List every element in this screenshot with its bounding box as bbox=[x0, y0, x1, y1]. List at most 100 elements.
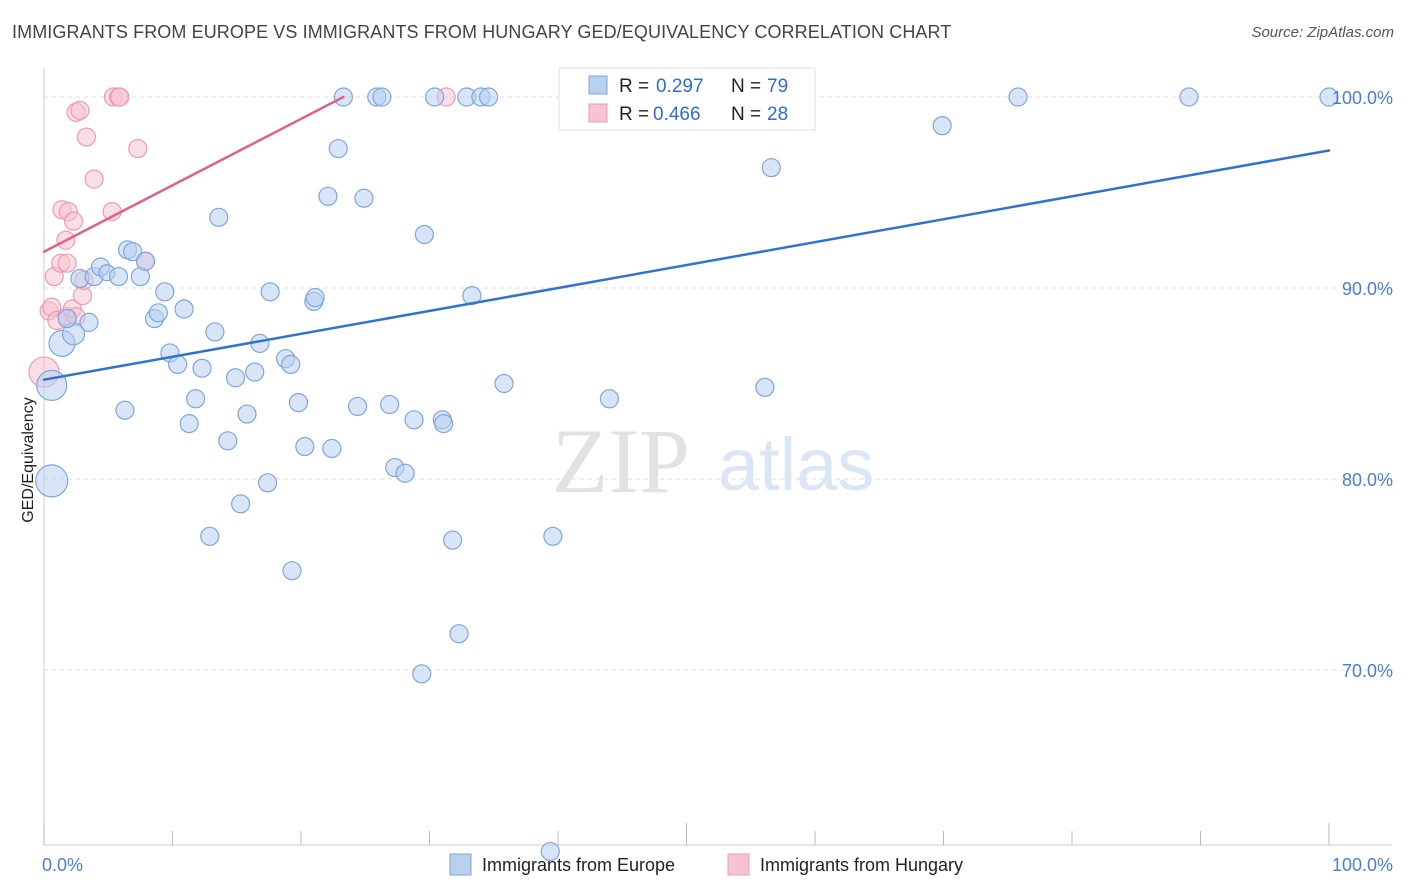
legend-europe-r-value: 0.297 bbox=[656, 76, 704, 97]
y-axis-title: GED/Equivalency bbox=[20, 397, 37, 522]
point-europe-18 bbox=[155, 282, 175, 302]
point-hungary-24 bbox=[128, 138, 148, 159]
y-tick-label-0: 100.0% bbox=[1332, 88, 1393, 108]
point-europe-50 bbox=[372, 87, 392, 107]
point-europe-10 bbox=[108, 266, 129, 287]
trend-line-europe bbox=[42, 149, 1331, 381]
point-europe-51 bbox=[380, 394, 400, 415]
legend-hungary-n-label: N = bbox=[731, 104, 761, 125]
legend-swatch-hungary bbox=[588, 103, 608, 123]
bottom-legend: Immigrants from Europe Immigrants from H… bbox=[449, 853, 963, 876]
bottom-legend-europe: Immigrants from Europe bbox=[482, 855, 675, 875]
axes bbox=[43, 68, 1392, 846]
point-europe-56 bbox=[414, 224, 434, 245]
legend-europe-r-label: R = bbox=[619, 76, 649, 97]
point-europe-47 bbox=[347, 396, 368, 417]
point-europe-22 bbox=[179, 414, 199, 434]
point-europe-48 bbox=[354, 188, 374, 208]
point-europe-53 bbox=[395, 463, 415, 483]
chart-title: IMMIGRANTS FROM EUROPE VS IMMIGRANTS FRO… bbox=[12, 22, 952, 42]
point-europe-66 bbox=[494, 373, 514, 394]
y-tick-label-1: 90.0% bbox=[1342, 279, 1393, 299]
y-tick-label-2: 80.0% bbox=[1342, 470, 1393, 490]
point-europe-5 bbox=[79, 312, 99, 332]
point-hungary-18 bbox=[76, 127, 97, 147]
point-europe-71 bbox=[755, 377, 775, 397]
point-europe-44 bbox=[318, 186, 338, 206]
legend-europe-n-label: N = bbox=[731, 76, 761, 97]
point-europe-74 bbox=[1008, 87, 1028, 107]
point-europe-68 bbox=[540, 841, 560, 862]
point-europe-15 bbox=[135, 251, 156, 271]
point-hungary-8 bbox=[57, 253, 77, 273]
legend-swatch-europe bbox=[588, 75, 608, 95]
chart-source: Source: ZipAtlas.com bbox=[1251, 24, 1394, 41]
point-europe-29 bbox=[225, 368, 246, 388]
point-hungary-23 bbox=[110, 87, 130, 107]
point-europe-65 bbox=[479, 87, 499, 107]
point-europe-24 bbox=[192, 358, 212, 378]
point-hungary-11 bbox=[63, 211, 84, 231]
legend-hungary-n-value: 28 bbox=[767, 104, 788, 125]
point-europe-43 bbox=[322, 438, 342, 459]
series-hungary-points bbox=[28, 87, 456, 388]
point-europe-31 bbox=[237, 404, 257, 424]
point-hungary-15 bbox=[70, 100, 90, 120]
bottom-legend-hungary: Immigrants from Hungary bbox=[760, 855, 963, 875]
point-europe-61 bbox=[449, 624, 469, 644]
trend-lines bbox=[42, 95, 1331, 381]
point-europe-76 bbox=[1319, 87, 1339, 107]
point-europe-32 bbox=[245, 362, 265, 382]
grid-lines bbox=[44, 96, 1390, 671]
point-europe-40 bbox=[295, 436, 315, 457]
point-europe-73 bbox=[932, 116, 952, 136]
watermark-atlas: atlas bbox=[718, 423, 874, 506]
point-europe-55 bbox=[412, 664, 432, 684]
watermark-zip: ZIP bbox=[552, 410, 690, 512]
bottom-legend-swatch-europe bbox=[449, 853, 472, 876]
point-europe-23 bbox=[186, 389, 206, 409]
point-europe-28 bbox=[218, 431, 238, 451]
point-europe-0 bbox=[36, 369, 68, 402]
legend-europe-n-value: 79 bbox=[767, 76, 788, 97]
series-europe-points bbox=[35, 87, 1339, 862]
point-europe-13 bbox=[123, 242, 143, 262]
point-europe-35 bbox=[260, 282, 280, 302]
point-hungary-19 bbox=[84, 169, 104, 189]
point-europe-45 bbox=[328, 138, 348, 159]
point-europe-57 bbox=[425, 87, 445, 107]
bottom-legend-swatch-hungary bbox=[727, 853, 750, 876]
point-europe-60 bbox=[443, 530, 463, 550]
x-tick-label-0: 0.0% bbox=[42, 855, 83, 875]
y-tick-label-3: 70.0% bbox=[1342, 661, 1393, 681]
legend: R = 0.297 N = 79 R = 0.466 N = 28 bbox=[558, 67, 816, 131]
point-europe-27 bbox=[209, 207, 229, 227]
point-europe-30 bbox=[231, 494, 251, 514]
point-europe-54 bbox=[404, 410, 424, 430]
point-europe-42 bbox=[305, 287, 325, 308]
point-europe-17 bbox=[148, 303, 168, 323]
point-europe-4 bbox=[57, 308, 77, 329]
point-europe-69 bbox=[599, 389, 620, 409]
point-europe-72 bbox=[761, 158, 781, 178]
trend-line-hungary bbox=[42, 95, 345, 253]
point-europe-38 bbox=[282, 561, 302, 581]
point-europe-39 bbox=[288, 393, 309, 413]
point-europe-37 bbox=[281, 354, 301, 374]
point-europe-59 bbox=[434, 414, 454, 434]
legend-hungary-r-label: R = bbox=[619, 104, 649, 125]
point-europe-21 bbox=[174, 299, 194, 319]
point-europe-63 bbox=[462, 286, 482, 306]
legend-hungary-r-value: 0.466 bbox=[653, 104, 701, 125]
point-europe-1 bbox=[35, 464, 69, 498]
point-europe-25 bbox=[200, 526, 220, 546]
point-europe-67 bbox=[543, 526, 563, 546]
watermark: ZIP atlas bbox=[552, 410, 874, 512]
tick-labels: 100.0% 90.0% 80.0% 70.0% 0.0% 100.0% bbox=[42, 88, 1393, 875]
point-europe-26 bbox=[205, 322, 225, 342]
point-europe-34 bbox=[257, 473, 278, 493]
x-tick-label-1: 100.0% bbox=[1332, 855, 1393, 875]
point-europe-75 bbox=[1179, 87, 1199, 107]
point-europe-11 bbox=[115, 400, 135, 420]
